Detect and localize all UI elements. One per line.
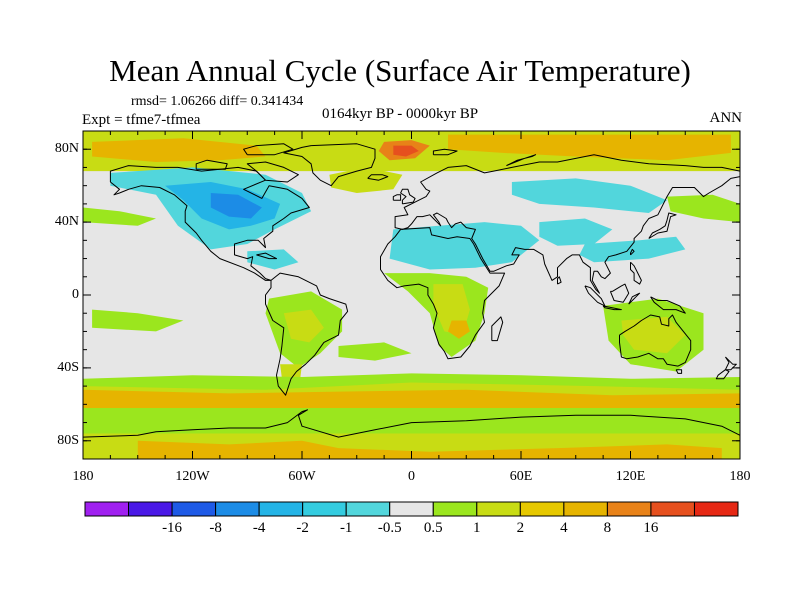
coastline-new-zealand xyxy=(724,356,737,371)
colorbar-swatch xyxy=(476,501,521,517)
coastline-british-isles xyxy=(400,188,416,205)
region-antarctic-green xyxy=(83,408,740,434)
region-ne-pacific-green xyxy=(83,207,156,226)
region-central-asia-cool xyxy=(539,218,613,246)
lon-tick-label: 120W xyxy=(175,469,210,484)
period-label: 0164kyr BP - 0000kyr BP xyxy=(322,106,479,122)
region-arctic-orange-north-america xyxy=(92,138,266,162)
coastline-north-america xyxy=(109,165,310,281)
coastline-victoria-island xyxy=(195,159,228,170)
coastline-australia xyxy=(619,314,692,367)
lat-tick-label: 40N xyxy=(54,214,79,230)
coastline-cuba xyxy=(256,252,277,260)
coastline-sulawesi xyxy=(628,292,641,305)
lat-tick-label: 0 xyxy=(72,287,79,302)
coastline-ireland xyxy=(392,194,402,201)
stats-line: rmsd= 1.06266 diff= 0.341434 xyxy=(131,94,304,109)
colorbar-label: 2 xyxy=(516,520,525,536)
lon-tick-label: 60E xyxy=(509,469,533,484)
region-siberia-cool xyxy=(511,178,667,213)
colorbar-swatch xyxy=(519,501,565,517)
colorbar-swatch xyxy=(215,501,260,517)
lon-tick-label: 180 xyxy=(72,469,94,484)
colorbar-swatch xyxy=(84,501,130,517)
colorbar-label: -1 xyxy=(339,520,353,536)
colorbar-swatch xyxy=(258,501,304,517)
colorbar-swatch xyxy=(432,501,478,517)
coastline-philippines xyxy=(630,261,642,285)
region-southern-ocean-orange xyxy=(83,389,740,408)
colorbar-label: -2 xyxy=(296,520,309,536)
colorbar-label: 16 xyxy=(643,520,659,536)
colorbar-swatch xyxy=(171,501,217,517)
colorbar-swatch xyxy=(389,501,434,517)
colorbar-label: -0.5 xyxy=(377,520,402,536)
coastline-taiwan xyxy=(630,248,635,256)
coastline-new-zealand-south xyxy=(715,369,730,380)
region-antarctic-orange xyxy=(137,440,722,459)
region-arctic-orange-eurasia xyxy=(448,134,731,161)
colorbar-swatch xyxy=(693,501,739,517)
coastline-japan xyxy=(648,212,677,239)
colorbar xyxy=(84,501,739,517)
region-pacific-green-south xyxy=(92,309,184,332)
coastline-java xyxy=(602,305,622,311)
coastline-tasmania xyxy=(675,369,683,374)
colorbar-label: 0.5 xyxy=(423,520,443,536)
region-south-america-yellow xyxy=(283,309,324,343)
colorbar-swatch xyxy=(563,501,608,517)
chart-title: Mean Annual Cycle (Surface Air Temperatu… xyxy=(109,53,691,88)
coastline-greenland xyxy=(283,143,376,187)
coastline-ellesmere-island xyxy=(243,143,294,156)
coastline-south-america xyxy=(265,272,349,396)
coastline-baffin-island xyxy=(246,161,299,183)
region-africa-orange-spot xyxy=(448,320,470,339)
colorbar-label: 4 xyxy=(560,520,568,536)
coastline-novaya-zemlya xyxy=(506,154,537,167)
lat-tick-label: 80S xyxy=(57,432,79,448)
colorbar-label: -8 xyxy=(209,520,222,536)
colorbar-label: 1 xyxy=(473,520,481,536)
lon-tick-label: 60W xyxy=(288,469,316,484)
axis-ticks xyxy=(82,131,741,459)
coastline-sri-lanka xyxy=(557,276,562,285)
coastline-eurasia xyxy=(394,154,740,294)
coastline-svalbard xyxy=(432,148,458,156)
season-label: ANN xyxy=(709,110,743,126)
coastline-iceland xyxy=(367,174,389,181)
lon-tick-label: 120E xyxy=(615,469,646,484)
colorbar-swatch xyxy=(650,501,695,517)
region-n-america-cool-core xyxy=(210,193,262,219)
region-australia-yellow xyxy=(621,316,686,354)
region-south-atlantic-green xyxy=(338,342,412,361)
coastline-antarctica-coast xyxy=(83,409,740,438)
colorbar-label: -4 xyxy=(252,520,266,536)
lon-tick-label: 180 xyxy=(729,469,751,484)
colorbar-swatch xyxy=(606,501,652,517)
colorbar-label: -16 xyxy=(162,520,183,536)
coastlines xyxy=(83,143,740,438)
coastline-africa xyxy=(380,227,506,360)
temperature-anomaly-fields xyxy=(83,131,740,459)
region-greenland-sea-hotspot-core xyxy=(393,145,419,157)
coastline-borneo xyxy=(609,283,630,303)
experiment-label: Expt = tfme7-tfmea xyxy=(82,112,201,128)
lat-tick-label: 40S xyxy=(57,359,79,375)
colorbar-swatch xyxy=(128,501,173,517)
region-sahara-arabia-cool xyxy=(389,222,540,270)
coastline-madagascar xyxy=(491,316,504,342)
colorbar-swatch xyxy=(345,501,391,517)
lon-tick-label: 0 xyxy=(408,469,415,484)
colorbar-label: 8 xyxy=(603,520,612,536)
colorbar-swatch xyxy=(302,501,347,517)
region-nw-pacific-green xyxy=(667,194,740,223)
coastline-new-guinea xyxy=(650,296,686,314)
lat-tick-label: 80N xyxy=(54,141,79,157)
